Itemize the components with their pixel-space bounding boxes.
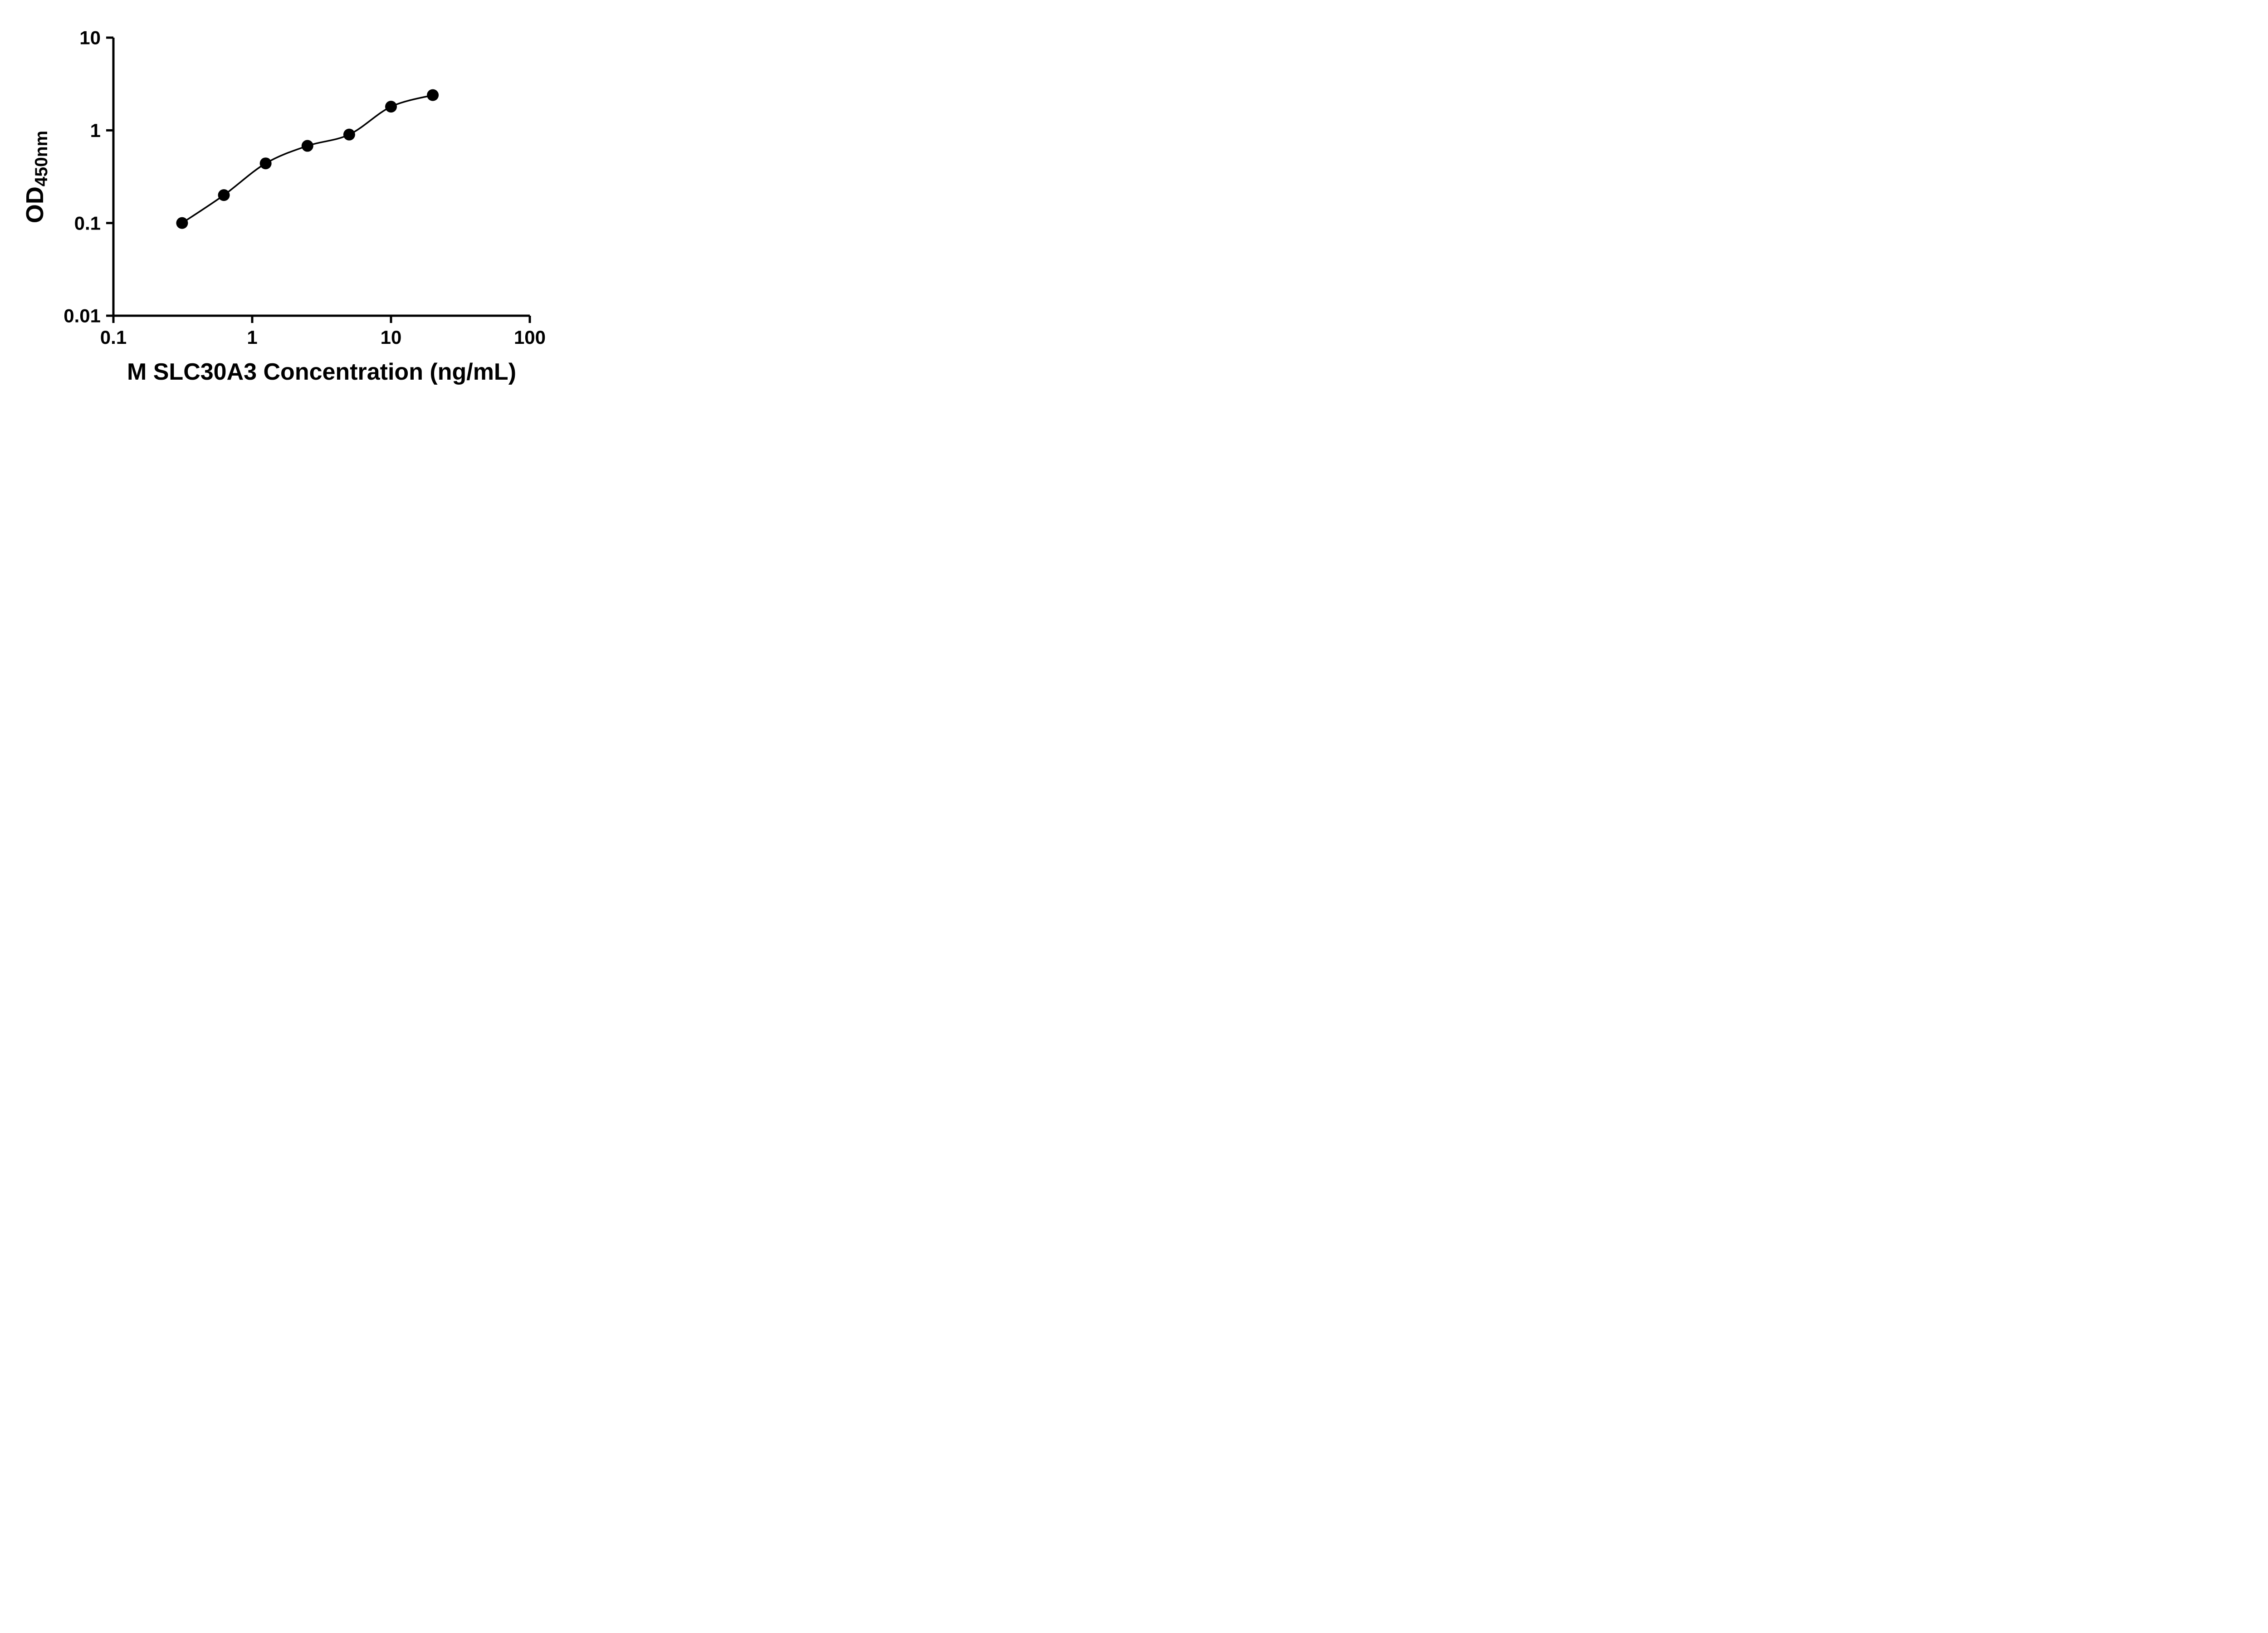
y-tick-label: 0.1 (74, 212, 101, 234)
data-point-marker (259, 157, 272, 170)
data-point-marker (385, 101, 397, 113)
x-tick-label: 0.1 (100, 327, 127, 348)
data-point-marker (427, 89, 439, 101)
x-tick-label: 10 (381, 327, 402, 348)
x-axis-title: M SLC30A3 Concentration (ng/mL) (127, 359, 517, 385)
x-tick-label: 1 (247, 327, 257, 348)
y-tick-label: 1 (90, 120, 101, 141)
x-tick-label: 100 (514, 327, 546, 348)
data-point-marker (176, 217, 188, 229)
data-point-marker (343, 128, 355, 141)
y-tick-label: 10 (79, 27, 101, 49)
standard-curve-line (181, 94, 433, 224)
elisa-standard-curve-figure: OD450nm 0.1 1 10 100 10 1 0.1 0.01 M SLC30A3 Co… (0, 0, 583, 408)
data-point-marker (301, 140, 313, 152)
data-point-marker (218, 189, 230, 201)
y-tick-label: 0.01 (64, 305, 101, 327)
